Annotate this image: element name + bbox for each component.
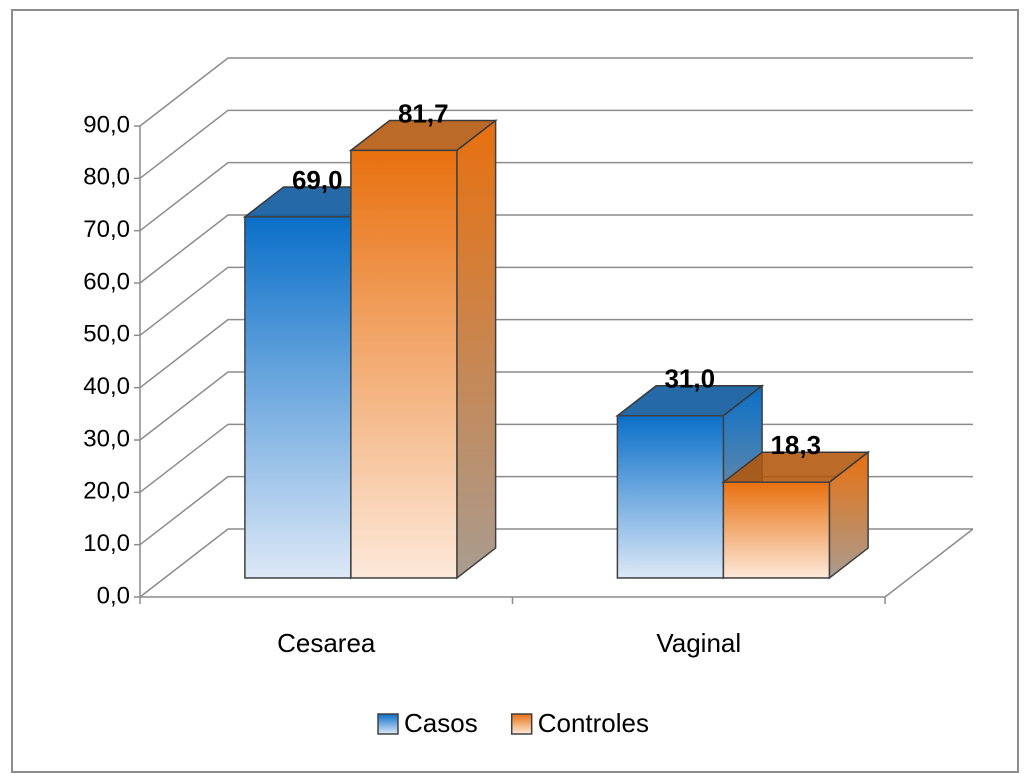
data-label: 18,3	[770, 430, 821, 460]
legend-swatch	[377, 713, 399, 735]
grid-line	[139, 371, 973, 441]
y-tick-label: 60,0	[83, 268, 130, 295]
grid-line	[139, 318, 973, 389]
y-tick-label: 80,0	[83, 164, 130, 191]
y-tick-label: 20,0	[83, 478, 130, 505]
bar	[722, 481, 831, 579]
grid-line	[139, 266, 973, 336]
bar	[350, 149, 458, 579]
legend-label: Controles	[538, 708, 649, 738]
y-tick-label: 50,0	[83, 321, 130, 348]
y-tick-label: 40,0	[83, 373, 130, 400]
data-label: 69,0	[292, 165, 343, 195]
legend-swatch	[510, 713, 533, 735]
y-tick-label: 70,0	[83, 216, 130, 243]
bar-top-shade	[350, 120, 496, 151]
y-tick-label: 90,0	[83, 111, 130, 138]
grid-line	[139, 57, 973, 127]
bar-side	[456, 118, 497, 580]
bar	[244, 216, 352, 579]
data-label: 31,0	[664, 364, 715, 394]
bar-top-shade	[617, 385, 763, 416]
legend-label: Casos	[404, 708, 478, 738]
bar	[616, 414, 725, 579]
grid-line	[139, 214, 973, 284]
grid-line	[139, 109, 973, 179]
x-tick-label: Cesarea	[277, 628, 376, 658]
y-tick-label: 30,0	[83, 425, 130, 452]
bar-top-shade	[723, 452, 869, 483]
data-label: 81,7	[398, 98, 449, 128]
grid-line	[139, 161, 973, 232]
y-tick-label: 0,0	[97, 582, 130, 609]
y-tick-label: 10,0	[83, 530, 130, 557]
x-tick-label: Vaginal	[656, 628, 741, 658]
chart-frame	[11, 9, 1019, 773]
